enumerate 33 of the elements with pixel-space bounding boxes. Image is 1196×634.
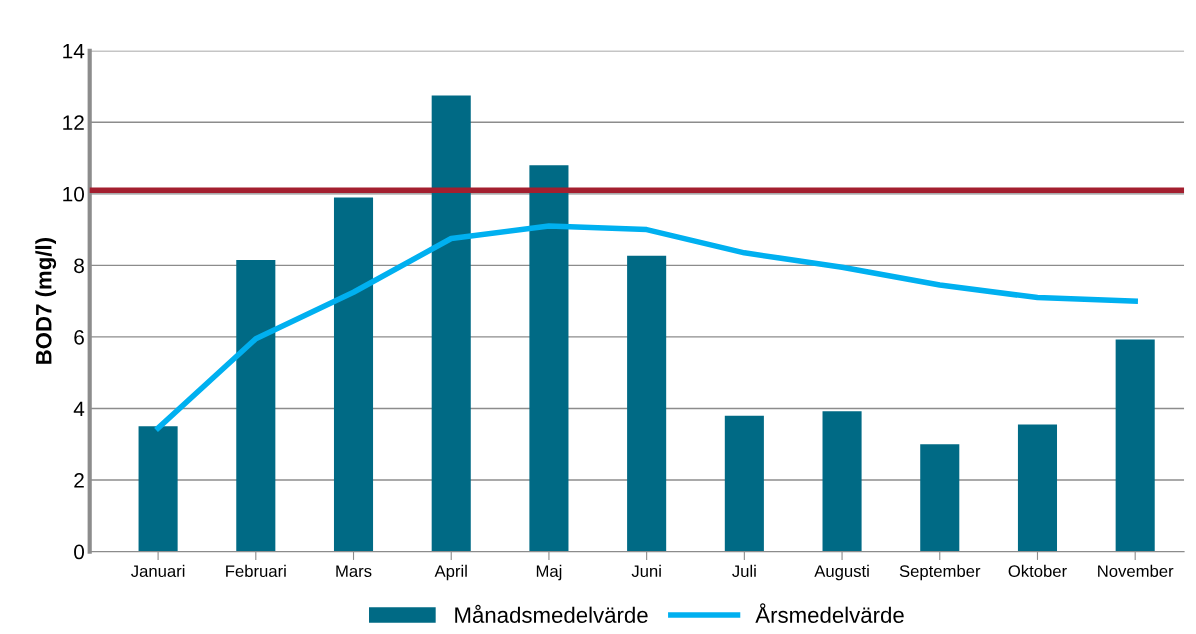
x-tick-label: Juli (732, 564, 756, 578)
x-tick-label: Januari (131, 564, 185, 578)
x-tick-label: Februari (226, 564, 286, 578)
x-tick-label: Oktober (1008, 564, 1067, 578)
y-tick-label: 12 (63, 115, 84, 130)
bar (529, 165, 569, 552)
y-tick-label: 8 (74, 258, 84, 274)
bar (1017, 424, 1058, 552)
y-tick-label: 4 (73, 401, 85, 417)
bar (920, 444, 960, 552)
legend-label: Månadsmedelvärde (455, 604, 648, 623)
bar (627, 255, 667, 552)
bar (724, 415, 764, 552)
y-tick-label: 6 (74, 329, 84, 345)
bar (333, 197, 374, 552)
bar (236, 260, 276, 552)
y-tick-label: 0 (74, 544, 85, 560)
bar (431, 95, 471, 552)
y-axis-title: BOD7 (mg/l) (35, 238, 57, 364)
x-tick-label: November (1098, 564, 1174, 578)
bar (138, 426, 178, 552)
x-tick-label: Augusti (814, 564, 869, 581)
x-tick-label: Maj (536, 564, 562, 581)
y-tick-label: 2 (74, 473, 84, 488)
legend-label: Årsmedelvärde (755, 603, 904, 623)
x-tick-label: Mars (336, 565, 372, 578)
y-tick-label: 14 (63, 43, 85, 59)
x-tick-label: April (434, 564, 467, 581)
bar (822, 411, 862, 552)
x-tick-label: Juni (631, 564, 661, 578)
bar (1115, 339, 1155, 552)
y-tick-label: 10 (63, 186, 85, 202)
x-tick-label: September (899, 564, 981, 581)
